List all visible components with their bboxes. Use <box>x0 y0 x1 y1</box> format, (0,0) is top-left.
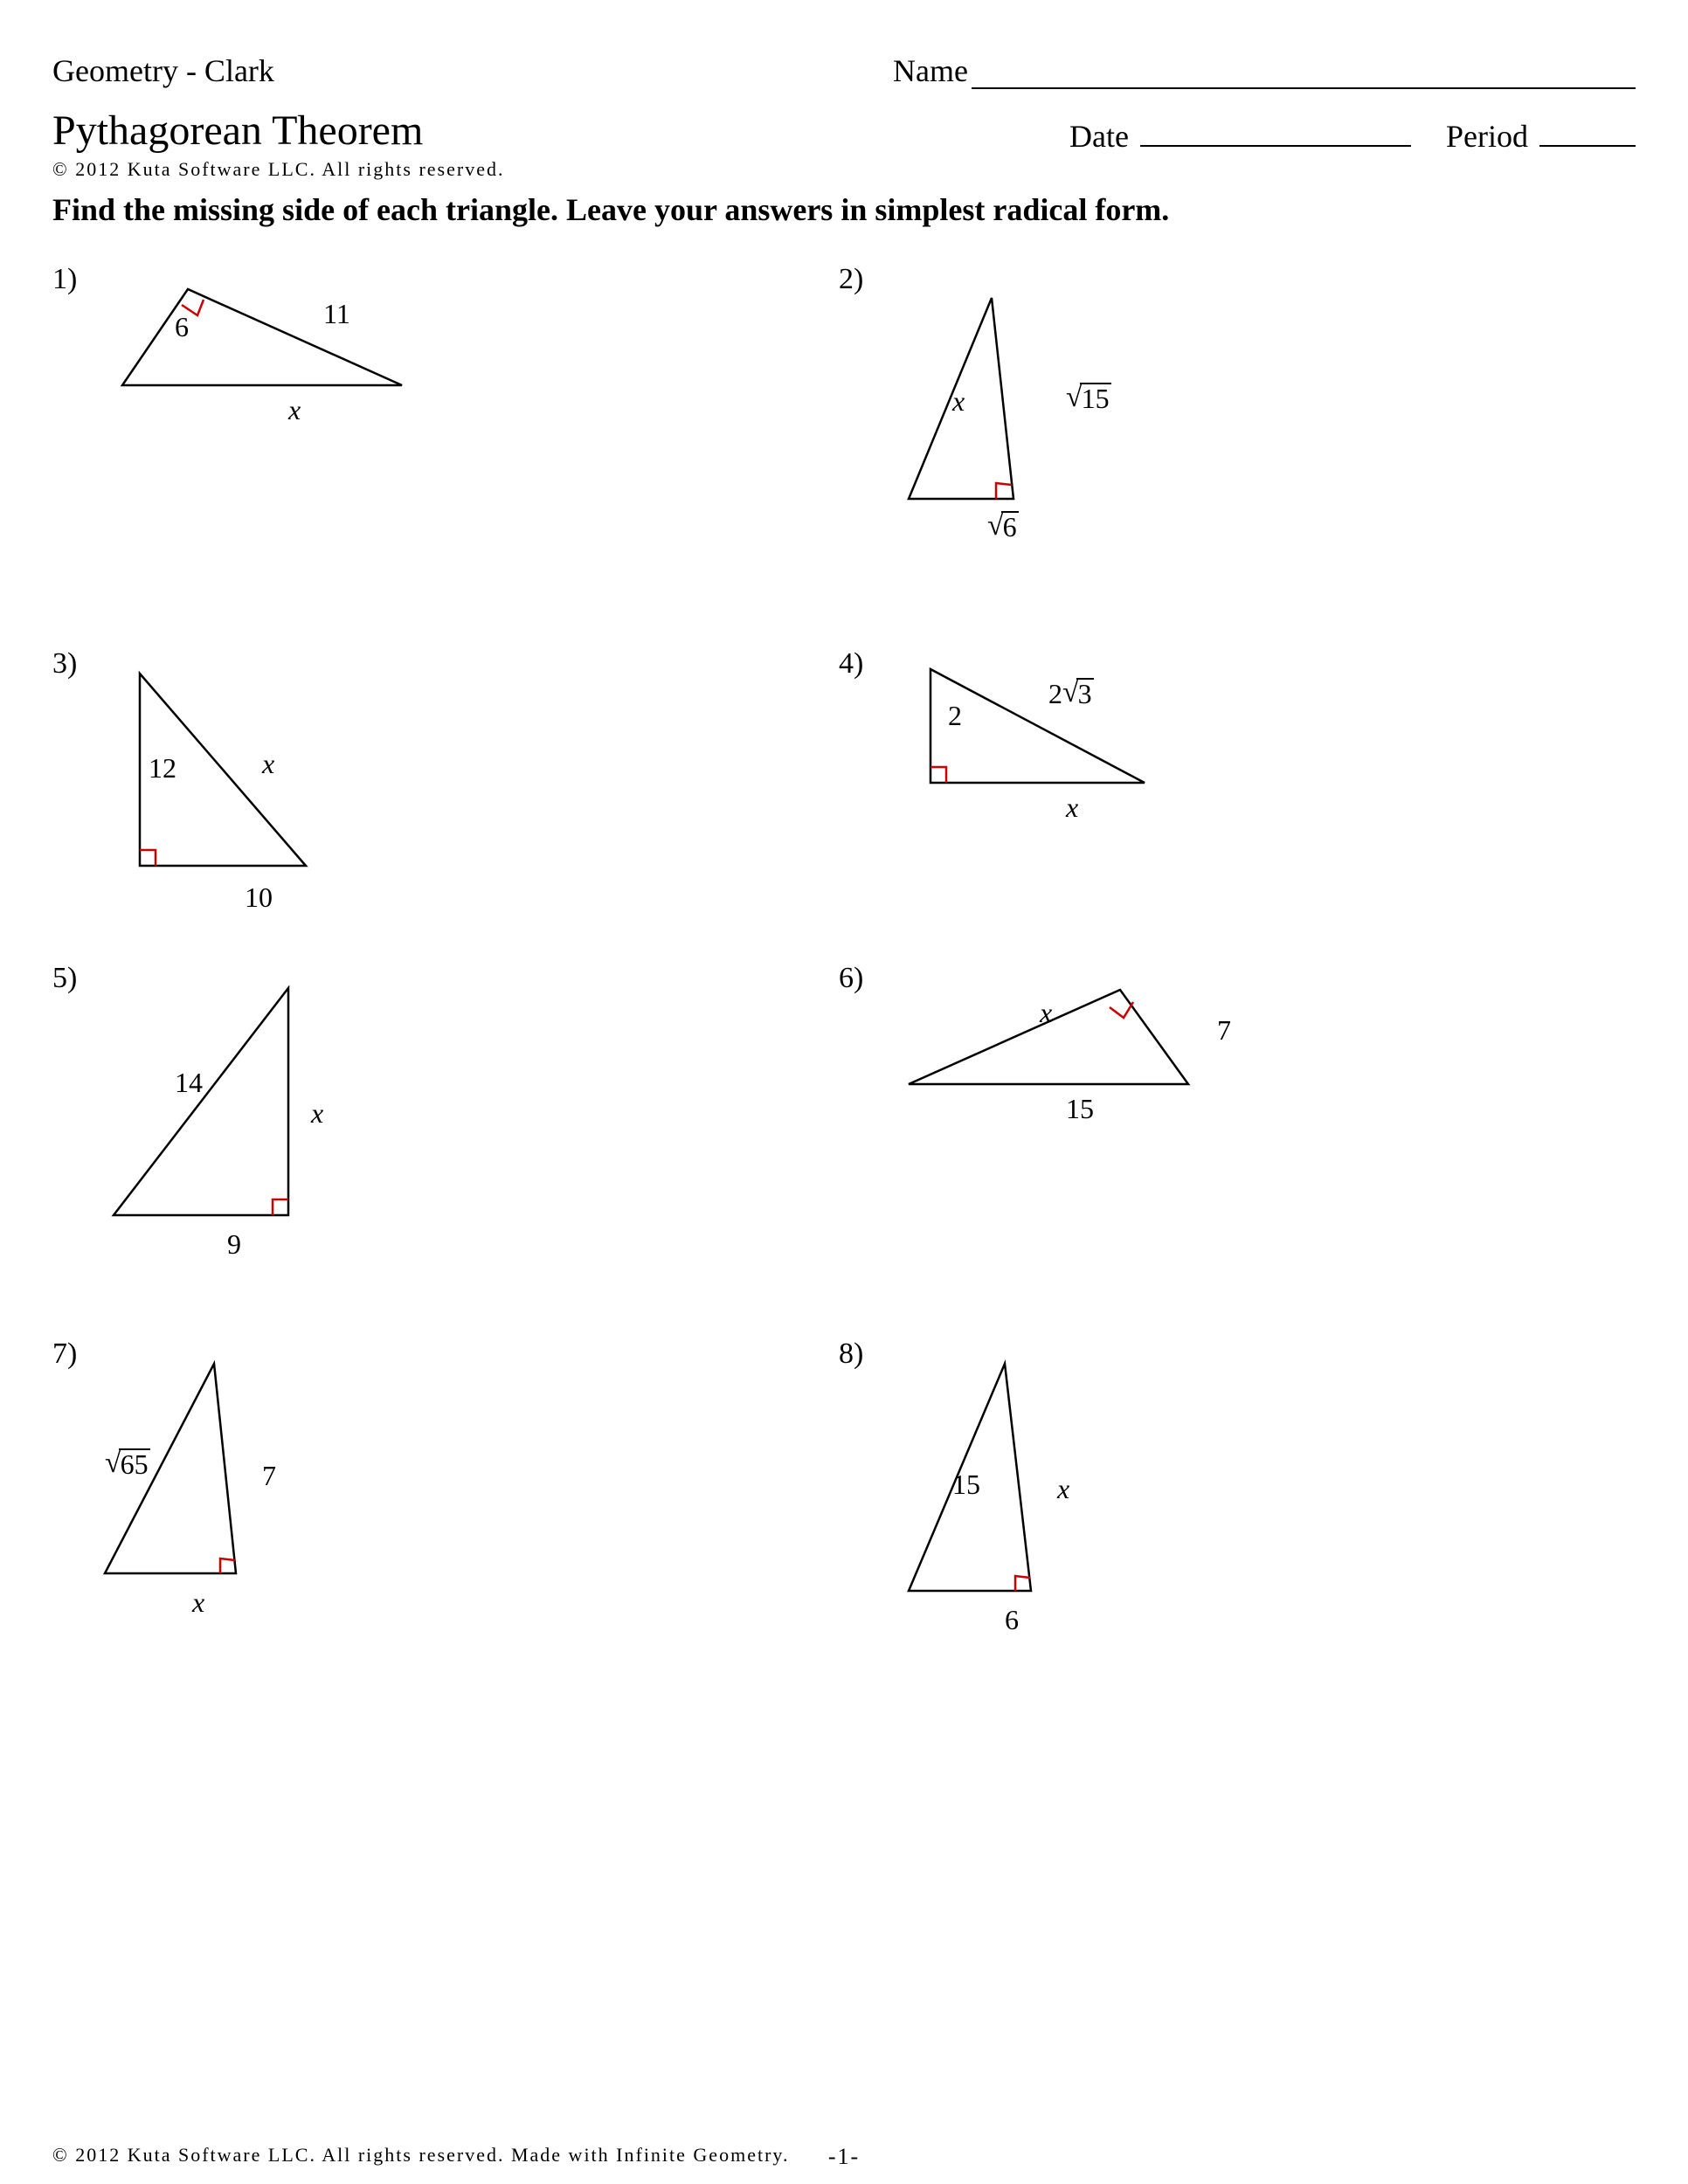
triangle-figure <box>891 1346 1083 1608</box>
side-label: 6 <box>175 311 189 343</box>
date-underline <box>1140 145 1411 147</box>
side-label: 15 <box>1066 1093 1094 1125</box>
triangle-figure <box>891 652 1171 800</box>
side-label: √15 <box>1066 381 1111 414</box>
side-label: 2 <box>948 700 962 732</box>
side-label: 7 <box>1217 1014 1231 1047</box>
problem-number: 4) <box>839 647 863 681</box>
side-label: √6 <box>987 509 1019 543</box>
copyright-line: © 2012 Kuta Software LLC. All rights res… <box>52 158 1636 181</box>
period-underline <box>1539 145 1636 147</box>
side-label: x <box>1066 791 1078 824</box>
side-label: 15 <box>952 1469 980 1501</box>
side-label: x <box>288 394 301 426</box>
problem: 2) x √15 √6 <box>839 263 1363 612</box>
triangle-figure <box>105 656 332 883</box>
triangle-figure <box>891 280 1066 516</box>
worksheet-title: Pythagorean Theorem <box>52 107 423 155</box>
problem: 7) √65 7 x <box>52 1337 577 1687</box>
side-label: 11 <box>323 298 350 330</box>
problem-number: 8) <box>839 1337 863 1371</box>
problem: 3) 12 x 10 <box>52 647 577 997</box>
name-label: Name <box>893 52 968 89</box>
name-underline <box>972 87 1636 89</box>
side-label: x <box>311 1097 323 1130</box>
problem: 6) x 7 15 <box>839 962 1363 1311</box>
problem-number: 1) <box>52 263 77 296</box>
date-period-fields: Date Period <box>1069 118 1636 155</box>
worksheet-page: Geometry - Clark Name Pythagorean Theore… <box>0 0 1688 2184</box>
problem: 1) 6 11 x <box>52 263 577 612</box>
class-name: Geometry - Clark <box>52 52 274 89</box>
triangle-figure <box>891 971 1223 1102</box>
footer-copyright: © 2012 Kuta Software LLC. All rights res… <box>52 2144 789 2167</box>
side-label: 12 <box>149 752 176 784</box>
period-field: Period <box>1446 118 1636 155</box>
name-field: Name <box>893 52 1636 89</box>
header-row-2: Pythagorean Theorem Date Period <box>52 107 1636 155</box>
period-label: Period <box>1446 119 1528 154</box>
side-label: x <box>1057 1473 1069 1505</box>
instruction-text: Find the missing side of each triangle. … <box>52 191 1636 228</box>
problem: 4) 2 2√3 x <box>839 647 1363 997</box>
side-label: 14 <box>175 1067 203 1099</box>
side-label: x <box>262 748 274 780</box>
side-label: 10 <box>245 881 273 914</box>
problem-number: 2) <box>839 263 863 296</box>
footer: © 2012 Kuta Software LLC. All rights res… <box>52 2144 1636 2167</box>
triangle-figure <box>87 971 332 1233</box>
date-field: Date <box>1069 118 1411 155</box>
header-row-1: Geometry - Clark Name <box>52 52 1636 89</box>
side-label: 6 <box>1005 1604 1019 1636</box>
problem-number: 7) <box>52 1337 77 1371</box>
side-label: √65 <box>105 1447 150 1480</box>
side-label: x <box>1040 997 1052 1029</box>
side-label: x <box>952 385 965 418</box>
problem-number: 6) <box>839 962 863 995</box>
date-label: Date <box>1069 119 1129 154</box>
problem-number: 3) <box>52 647 77 681</box>
side-label: x <box>192 1586 204 1619</box>
side-label: 9 <box>227 1228 241 1261</box>
problem-number: 5) <box>52 962 77 995</box>
problem: 8) 15 x 6 <box>839 1337 1363 1687</box>
side-label: 7 <box>262 1460 276 1492</box>
triangle-figure <box>105 272 437 403</box>
problem: 5) 14 x 9 <box>52 962 577 1311</box>
side-label: 2√3 <box>1048 678 1094 710</box>
footer-page-number: -1- <box>828 2144 860 2170</box>
